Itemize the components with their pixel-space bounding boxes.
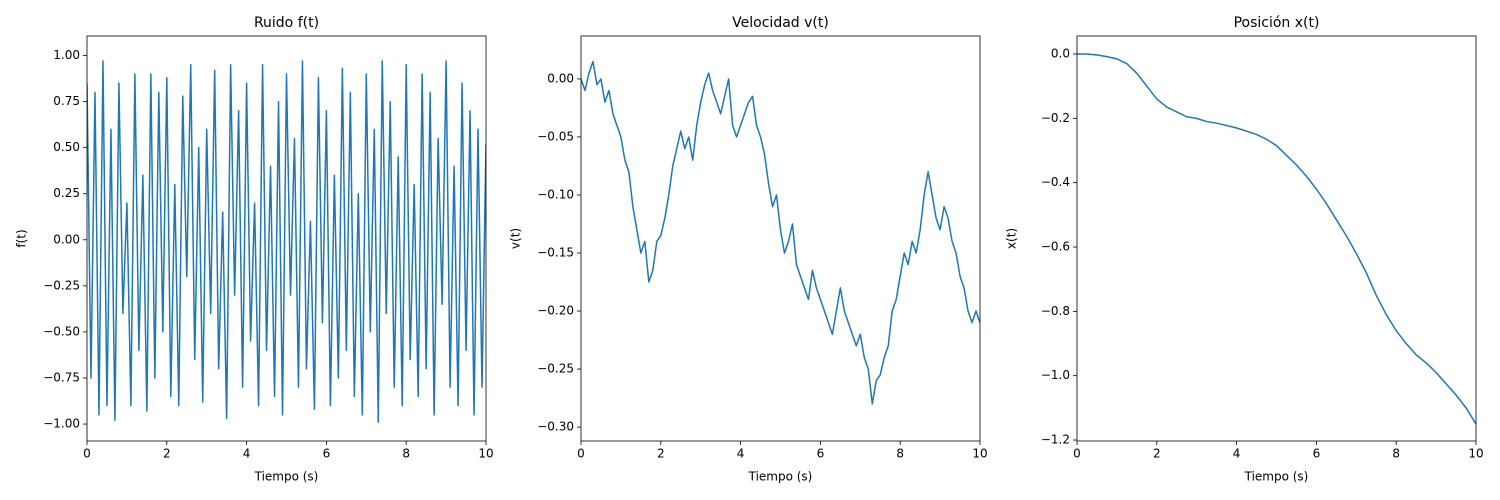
- y-tick-label: −0.25: [43, 278, 80, 292]
- y-tick-label: −0.25: [537, 362, 574, 376]
- chart-title: Velocidad v(t): [732, 15, 829, 31]
- plot-frame: [580, 35, 981, 442]
- x-tick-label: 8: [1392, 447, 1400, 461]
- y-tick-label: −0.75: [43, 370, 80, 384]
- x-tick-label: 6: [1313, 447, 1321, 461]
- y-tick-label: 0.75: [53, 94, 80, 108]
- y-axis-label: x(t): [1005, 228, 1019, 249]
- x-tick-label: 4: [1233, 447, 1241, 461]
- chart-title: Ruido f(t): [254, 15, 319, 31]
- y-tick-label: −0.10: [537, 187, 574, 201]
- y-tick-label: −0.30: [537, 420, 574, 434]
- x-tick-label: 2: [163, 447, 171, 461]
- data-line: [1077, 53, 1476, 425]
- y-tick-label: −0.4: [1041, 175, 1070, 189]
- x-tick-label: 0: [1073, 447, 1081, 461]
- chart-title: Posición x(t): [1234, 15, 1320, 31]
- y-tick-label: −0.20: [537, 304, 574, 318]
- y-tick-label: −1.00: [43, 417, 80, 431]
- x-axis-label: Tiempo (s): [1244, 470, 1309, 484]
- x-tick-label: 4: [243, 447, 251, 461]
- data-line: [87, 60, 486, 423]
- x-tick-label: 6: [817, 447, 825, 461]
- y-tick-label: 0.50: [53, 140, 80, 154]
- x-tick-label: 4: [737, 447, 745, 461]
- x-tick-label: 0: [577, 447, 585, 461]
- x-tick-label: 6: [323, 447, 331, 461]
- y-axis-label: v(t): [509, 228, 523, 249]
- y-tick-label: −0.15: [537, 246, 574, 260]
- y-tick-label: −0.05: [537, 129, 574, 143]
- plot-frame: [86, 35, 487, 442]
- x-tick-label: 10: [1468, 447, 1483, 461]
- x-tick-label: 0: [83, 447, 91, 461]
- y-tick-label: −0.6: [1041, 240, 1070, 254]
- y-tick-label: 0.0: [1051, 47, 1070, 61]
- y-tick-label: 0.00: [53, 232, 80, 246]
- x-axis-label: Tiempo (s): [748, 470, 813, 484]
- x-tick-label: 8: [896, 447, 904, 461]
- data-line: [581, 60, 980, 405]
- y-tick-label: 1.00: [53, 48, 80, 62]
- plot-frame: [1076, 35, 1477, 442]
- x-tick-label: 8: [402, 447, 410, 461]
- y-tick-label: 0.25: [53, 186, 80, 200]
- y-tick-label: 0.00: [547, 71, 574, 85]
- y-tick-label: −1.0: [1041, 368, 1070, 382]
- x-tick-label: 10: [972, 447, 987, 461]
- x-tick-label: 2: [1153, 447, 1161, 461]
- y-axis-label: f(t): [15, 229, 29, 247]
- y-tick-label: −1.2: [1041, 433, 1070, 447]
- x-tick-label: 2: [657, 447, 665, 461]
- x-axis-label: Tiempo (s): [254, 470, 319, 484]
- y-tick-label: −0.8: [1041, 304, 1070, 318]
- y-tick-label: −0.50: [43, 324, 80, 338]
- y-tick-label: −0.2: [1041, 111, 1070, 125]
- x-tick-label: 10: [478, 447, 493, 461]
